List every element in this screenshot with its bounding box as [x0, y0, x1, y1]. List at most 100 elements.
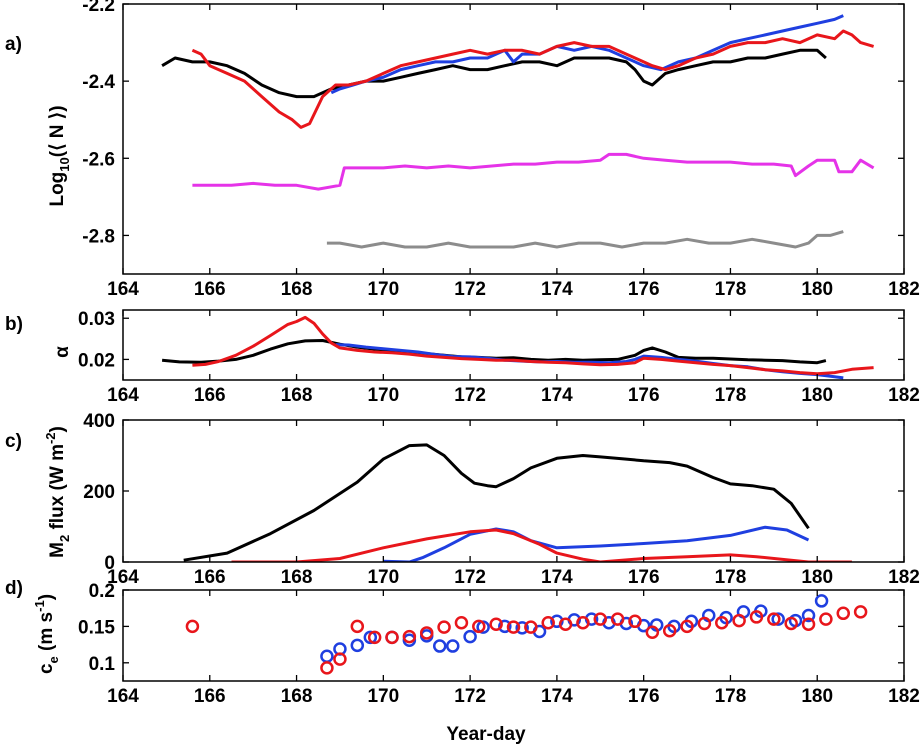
x-tick-label: 182	[888, 686, 920, 707]
point-red	[489, 617, 503, 631]
point-red	[697, 616, 712, 631]
point-red	[350, 619, 365, 634]
point-red	[524, 620, 538, 634]
panel-label-d: d)	[5, 578, 23, 599]
x-axis-label: Year-day	[446, 724, 526, 745]
x-tick-label: 170	[367, 385, 399, 406]
y-tick-label: -2.8	[82, 226, 115, 247]
point-red	[320, 661, 334, 675]
y-tick-label: 0.02	[78, 350, 115, 371]
y-tick-label: 400	[83, 411, 115, 432]
data-c	[183, 443, 852, 562]
point-blue	[814, 594, 829, 608]
x-tick-label: 168	[281, 686, 313, 707]
point-red	[593, 612, 608, 626]
x-tick-label: 172	[454, 385, 486, 406]
axes-frame	[122, 309, 905, 381]
axes-frame	[122, 589, 905, 682]
point-red	[333, 652, 347, 666]
x-tick-label: 172	[454, 686, 486, 707]
y-tick-label: 0.15	[78, 617, 115, 638]
point-blue	[771, 612, 785, 626]
point-blue	[432, 639, 447, 653]
point-red	[715, 616, 729, 630]
panel-d: 164 166 168 170 172 174 176 178 180 182 0.1 0.15 0.2	[78, 581, 920, 707]
x-tick-label: 180	[801, 279, 833, 300]
x-tick-label: 180	[801, 686, 833, 707]
y-tick-label: 0	[104, 553, 115, 574]
y-tick-label: 200	[83, 482, 115, 503]
point-red	[680, 619, 694, 634]
panel-label-a: a)	[5, 34, 22, 55]
point-red	[454, 616, 469, 630]
x-tick-label: 170	[367, 279, 399, 300]
axes-frame	[122, 3, 905, 275]
x-tick-label: 178	[715, 686, 747, 707]
point-red	[749, 610, 764, 624]
panels: 164 166 168 170 172 174 176 178 180 182 -2.8 -2.6 -2…	[78, 0, 920, 707]
panel-label-c: c)	[5, 431, 22, 452]
x-tick-label: 166	[194, 686, 226, 707]
series-line-red	[231, 528, 852, 562]
axes-frame	[122, 419, 905, 563]
point-red	[610, 612, 625, 626]
point-red	[784, 616, 798, 631]
point-red	[472, 619, 486, 634]
point-red	[185, 619, 200, 634]
point-red	[576, 616, 590, 630]
panel-a: 164 166 168 170 172 174 176 178 180 182 -2.8 -2.6 -2…	[82, 0, 920, 300]
point-blue	[498, 619, 512, 634]
x-tick-label: 178	[715, 567, 747, 588]
x-tick-label: 170	[367, 686, 399, 707]
point-red	[645, 625, 660, 639]
point-blue	[363, 630, 378, 645]
x-tick-label: 182	[888, 279, 920, 300]
y-tick-label: -2.2	[82, 0, 115, 16]
point-red	[385, 630, 399, 645]
series-line-black	[183, 443, 810, 562]
point-red	[836, 606, 851, 621]
x-tick-label: 174	[541, 279, 573, 300]
point-blue	[515, 621, 529, 635]
point-red	[819, 612, 833, 626]
ylabel-d: ce (m s-1)	[32, 594, 61, 674]
point-blue	[320, 649, 334, 663]
series-line-blue	[383, 525, 810, 562]
series-line-blue	[330, 14, 844, 95]
ylabel-b: α	[52, 346, 73, 358]
x-tick-label: 166	[194, 279, 226, 300]
x-tick-label: 166	[194, 567, 226, 588]
x-tick-label: 182	[888, 385, 920, 406]
point-red	[801, 617, 816, 631]
x-tick-label: 174	[541, 385, 573, 406]
x-tick-label: 180	[801, 385, 833, 406]
y-tick-label: 0.1	[89, 654, 116, 675]
point-red	[732, 613, 746, 628]
point-red	[767, 612, 781, 626]
y-tick-label: 0.03	[78, 309, 115, 330]
x-tick-label: 176	[628, 279, 660, 300]
point-blue	[446, 639, 460, 653]
panel-label-b: b)	[5, 314, 23, 335]
point-red	[662, 624, 677, 638]
data-b	[161, 315, 874, 380]
x-tick-label: 170	[367, 567, 399, 588]
x-tick-label: 176	[628, 385, 660, 406]
x-tick-label: 174	[541, 686, 573, 707]
x-tick-label: 164	[107, 279, 139, 300]
x-tick-label: 172	[454, 567, 486, 588]
point-red	[541, 616, 555, 630]
x-tick-label: 182	[888, 567, 920, 588]
data-a	[161, 14, 875, 249]
point-blue	[801, 608, 816, 623]
x-tick-label: 168	[281, 279, 313, 300]
x-tick-label: 176	[628, 686, 660, 707]
series-line-gray	[326, 230, 844, 249]
x-tick-label: 180	[801, 567, 833, 588]
series-line-red	[191, 29, 875, 129]
point-red	[558, 617, 573, 631]
y-tick-label: -2.4	[82, 72, 115, 93]
x-tick-label: 164	[107, 567, 139, 588]
ylabel-c: M2 flux (W m-2)	[43, 426, 72, 558]
